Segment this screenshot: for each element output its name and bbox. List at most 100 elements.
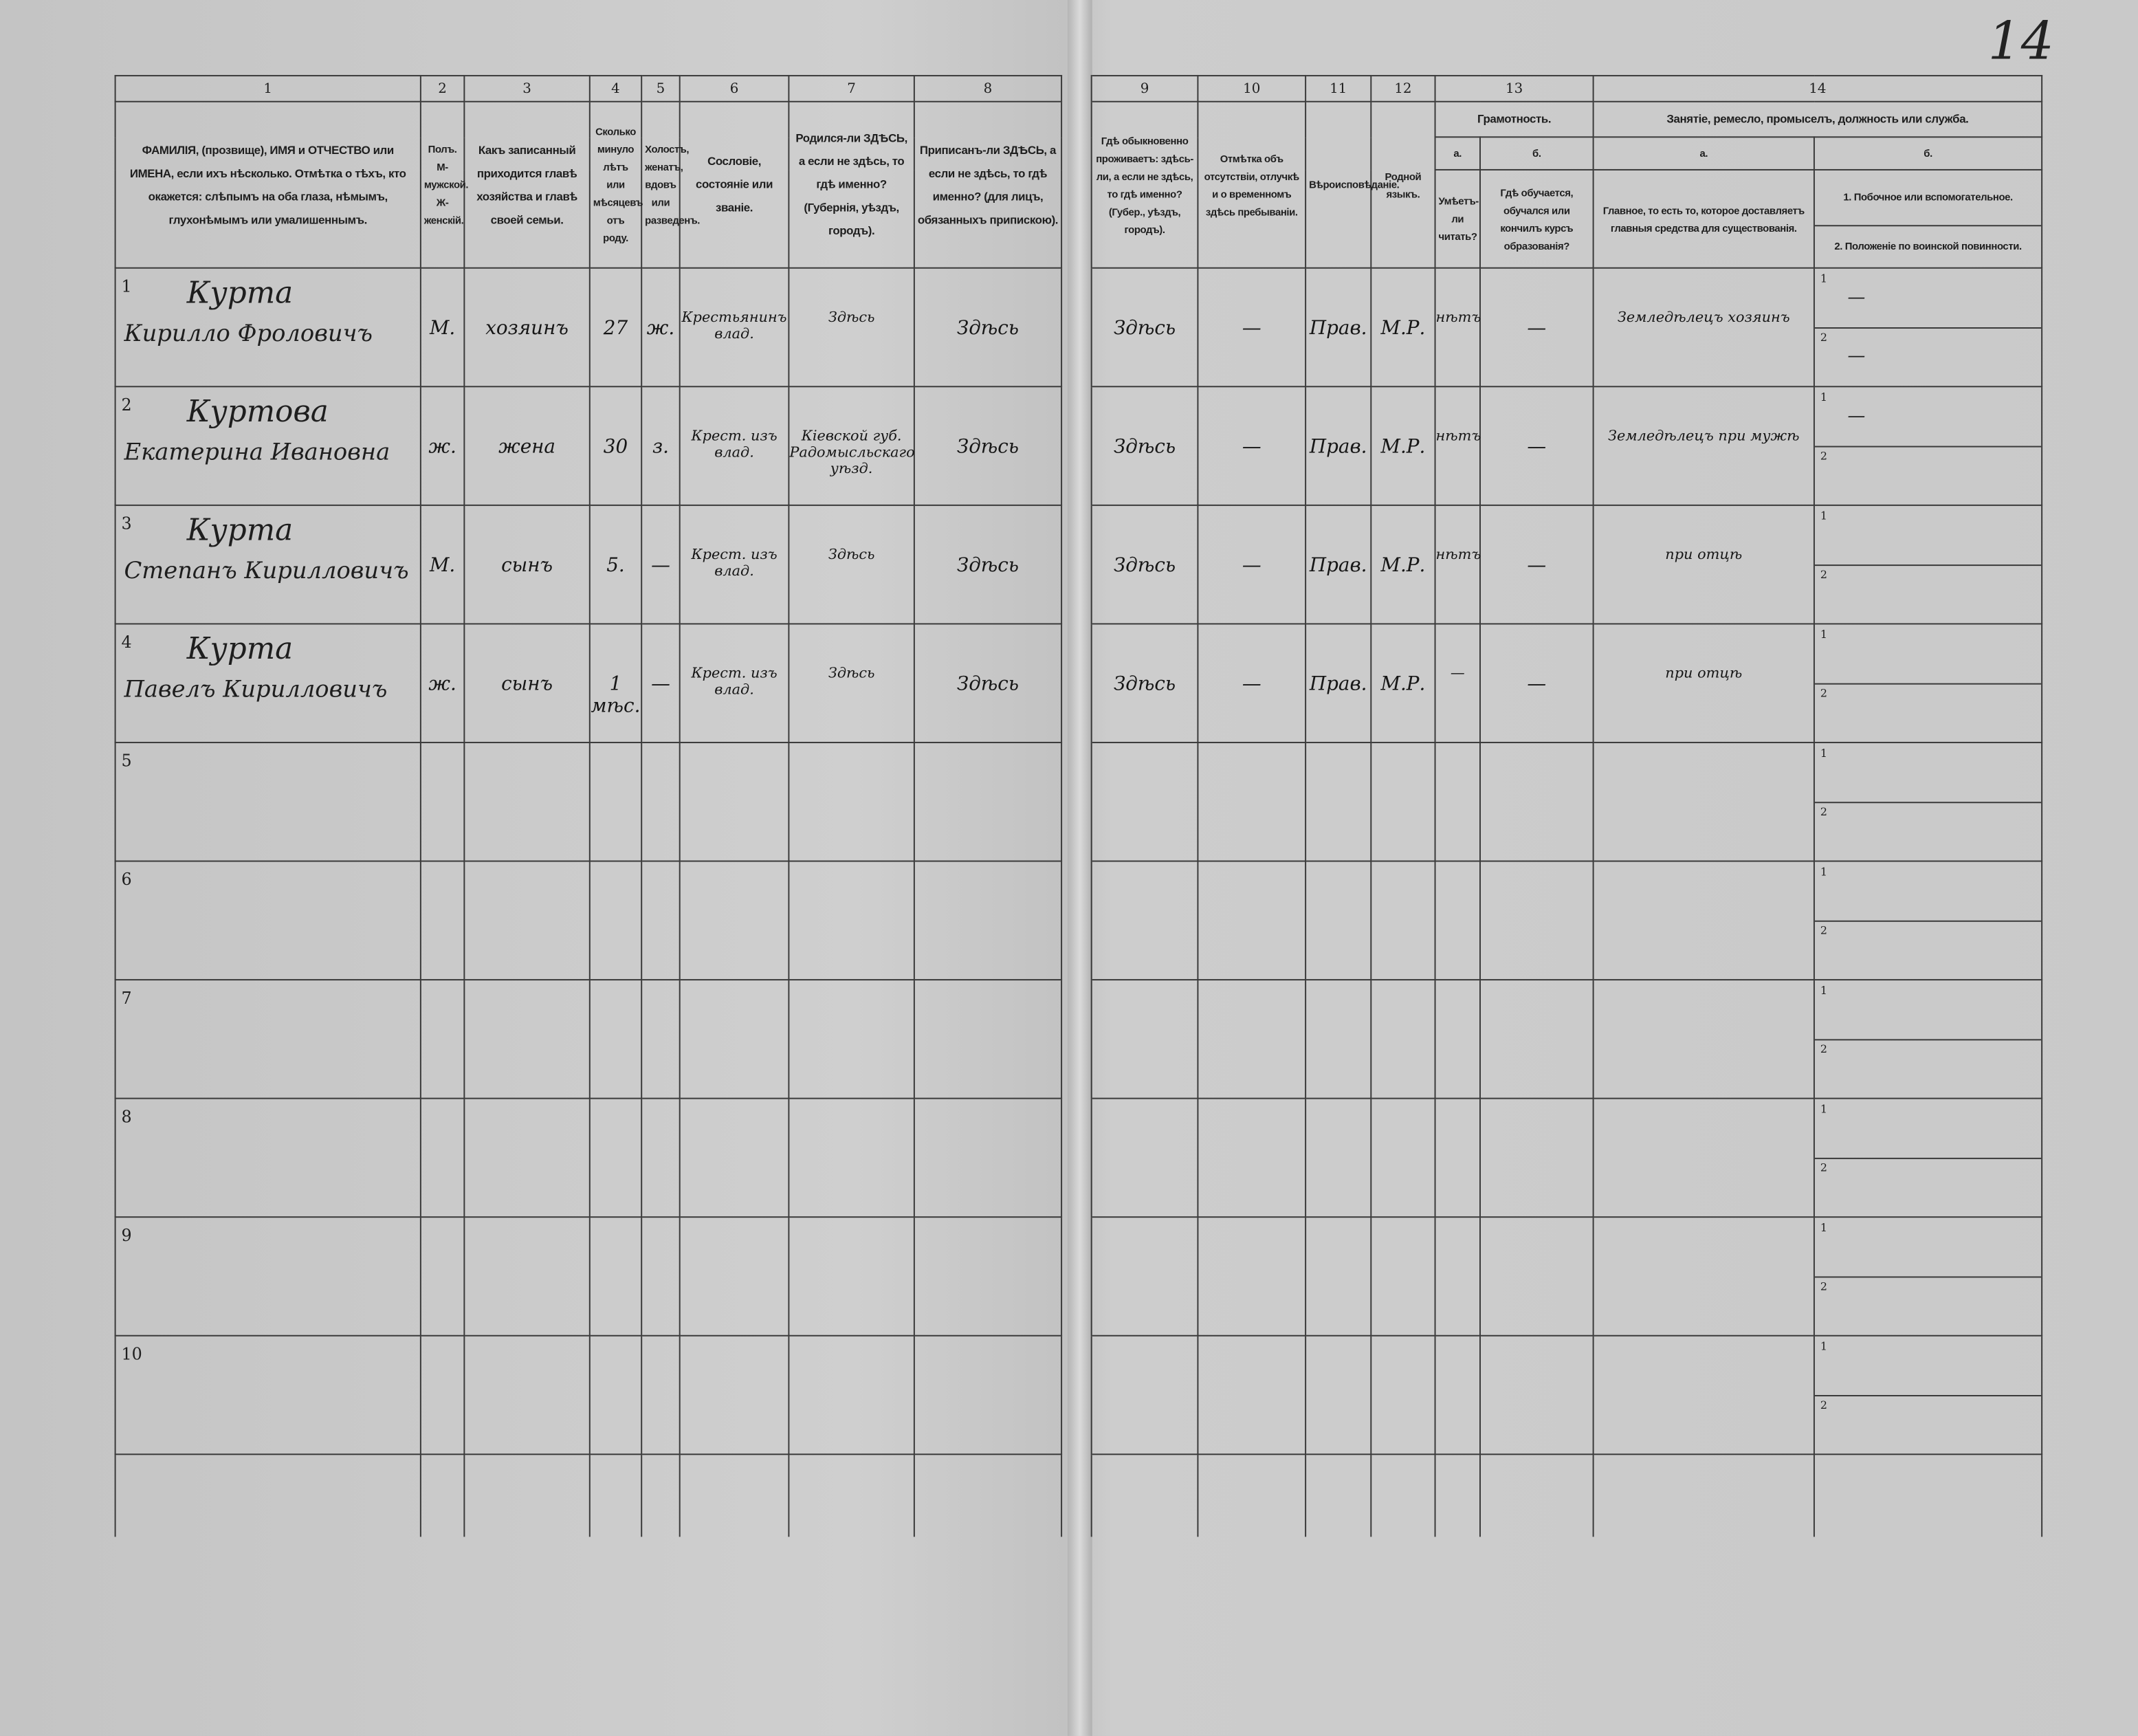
col-number: 10 xyxy=(1197,75,1307,102)
registered-value xyxy=(915,862,1061,911)
school-value xyxy=(1481,862,1593,911)
col-number: 11 xyxy=(1305,75,1372,102)
cell-school: — xyxy=(1479,267,1594,388)
sex-value: ж. xyxy=(428,436,456,459)
header-subletter-row: а. б. а. б. xyxy=(115,136,2043,171)
occupation-value: Земледѣлецъ хозяинъ xyxy=(1617,309,1790,327)
age-value xyxy=(591,980,641,1029)
row-number: 4 xyxy=(121,633,132,652)
cell-estate xyxy=(679,860,790,981)
cell-marital xyxy=(641,979,681,1099)
registered-value xyxy=(915,1218,1061,1266)
header-letter: а. xyxy=(1592,136,1815,171)
given-name-patronymic: Павелъ Кирилловичъ xyxy=(124,676,388,704)
cell-registered: Здѣсь xyxy=(913,504,1063,625)
side-occupation-subcell: 1— xyxy=(1814,269,2042,329)
language-value xyxy=(1371,1337,1434,1385)
cell-literate: нѣтъ xyxy=(1434,267,1481,388)
cell-religion xyxy=(1305,979,1372,1099)
estate-value xyxy=(681,1337,789,1378)
sub-label: 2 xyxy=(1820,1161,1827,1174)
cell-registered xyxy=(913,1334,1063,1455)
language-value xyxy=(1371,862,1434,911)
header-registered: Приписанъ-ли ЗДѢСЬ, а если не здѣсь, то … xyxy=(913,100,1063,269)
relation-value xyxy=(465,1337,588,1385)
military-subcell: 2 xyxy=(1815,1395,2041,1453)
estate-value xyxy=(681,1099,789,1141)
cell-sex: ж. xyxy=(419,623,465,743)
cell-school: — xyxy=(1479,504,1594,625)
cell-literate xyxy=(1434,860,1481,981)
language-value xyxy=(1371,1218,1434,1266)
cell-marital xyxy=(641,1216,681,1337)
cell-literate xyxy=(1434,1334,1481,1455)
cell-sex xyxy=(419,979,465,1099)
age-value xyxy=(591,1099,641,1148)
cell-resides: Здѣсь xyxy=(1090,623,1199,743)
page-number: 14 xyxy=(1987,10,2054,72)
registered-value xyxy=(915,1099,1061,1148)
header-main-occupation: Главное, то есть то, которое доставляетъ… xyxy=(1592,168,1815,269)
language-value xyxy=(1371,743,1434,792)
cell-resides xyxy=(1090,860,1199,981)
cell-relation: хозяинъ xyxy=(463,267,591,388)
person-row: 7 1 2 xyxy=(114,979,2043,1099)
language-value: М.Р. xyxy=(1380,555,1426,577)
cell-relation xyxy=(463,860,591,981)
given-name-patronymic: Екатерина Ивановна xyxy=(124,439,390,467)
person-row: 5 1 2 xyxy=(114,741,2043,862)
age-value: 5. xyxy=(606,555,625,577)
absence-value xyxy=(1198,862,1305,911)
sub-label: 2 xyxy=(1820,924,1827,937)
born-value: Здѣсь xyxy=(828,547,875,564)
side-occupation-subcell: 1 xyxy=(1814,1337,2042,1397)
header-education: Гдѣ обучается, обучался или кончилъ курс… xyxy=(1479,168,1594,269)
cell-absence: — xyxy=(1197,386,1307,506)
cell-occupation: Земледѣлецъ при мужѣ xyxy=(1592,386,1815,506)
cell-occupation xyxy=(1592,741,1815,862)
cell-relation: жена xyxy=(463,386,591,506)
cell-resides xyxy=(1090,741,1199,862)
language-value: М.Р. xyxy=(1380,436,1426,459)
cell-language xyxy=(1370,1097,1436,1218)
registered-value: Здѣсь xyxy=(956,673,1020,696)
person-row: 4 Курта Павелъ Кирилловичъ ж. сынъ 1 мѣс. — К… xyxy=(114,623,2043,743)
school-value: — xyxy=(1527,555,1547,577)
side-occupation-subcell: 1 xyxy=(1814,1099,2042,1159)
cell-resides: Здѣсь xyxy=(1090,386,1199,506)
religion-value: Прав. xyxy=(1309,673,1367,696)
header-side-occupation: 1. Побочное или вспомогательное. 2. Поло… xyxy=(1813,168,2043,269)
relation-value: хозяинъ xyxy=(485,318,569,340)
header-marital: Холостъ, женатъ, вдовъ или разведенъ. xyxy=(641,100,700,269)
cell-born xyxy=(788,979,915,1099)
cell-absence xyxy=(1197,1334,1307,1455)
row-number: 7 xyxy=(121,988,132,1008)
relation-value xyxy=(465,1099,588,1148)
marital-value: — xyxy=(651,673,670,696)
literate-value: нѣтъ xyxy=(1435,428,1481,445)
relation-value xyxy=(465,1218,588,1266)
sex-value xyxy=(421,1099,463,1148)
sub-label: 1 xyxy=(1820,1222,1827,1234)
fold-gap xyxy=(1061,101,1092,268)
cell-relation xyxy=(463,1334,591,1455)
resides-value xyxy=(1092,980,1198,1029)
cell-registered xyxy=(913,860,1063,981)
row-number: 10 xyxy=(121,1344,142,1364)
cell-occupation xyxy=(1592,860,1815,981)
cell-resides: Здѣсь xyxy=(1090,267,1199,388)
cell-registered xyxy=(913,741,1063,862)
header-estate: Сословіе, состояніе или званіе. xyxy=(679,100,790,269)
col-number: 13 xyxy=(1434,75,1594,102)
estate-value xyxy=(681,862,789,903)
side-occupation-subcell: 1 xyxy=(1814,506,2042,567)
military-value: — xyxy=(1847,346,1866,367)
cell-estate: Крест. изъ влад. xyxy=(679,623,790,743)
absence-value: — xyxy=(1242,555,1261,577)
religion-value xyxy=(1306,1218,1370,1266)
registered-value: Здѣсь xyxy=(956,318,1020,340)
row-number: 1 xyxy=(121,276,132,296)
registered-value xyxy=(915,1337,1061,1385)
sub-label: 1 xyxy=(1820,747,1827,760)
side-occupation-subcell: 1 xyxy=(1814,743,2042,804)
